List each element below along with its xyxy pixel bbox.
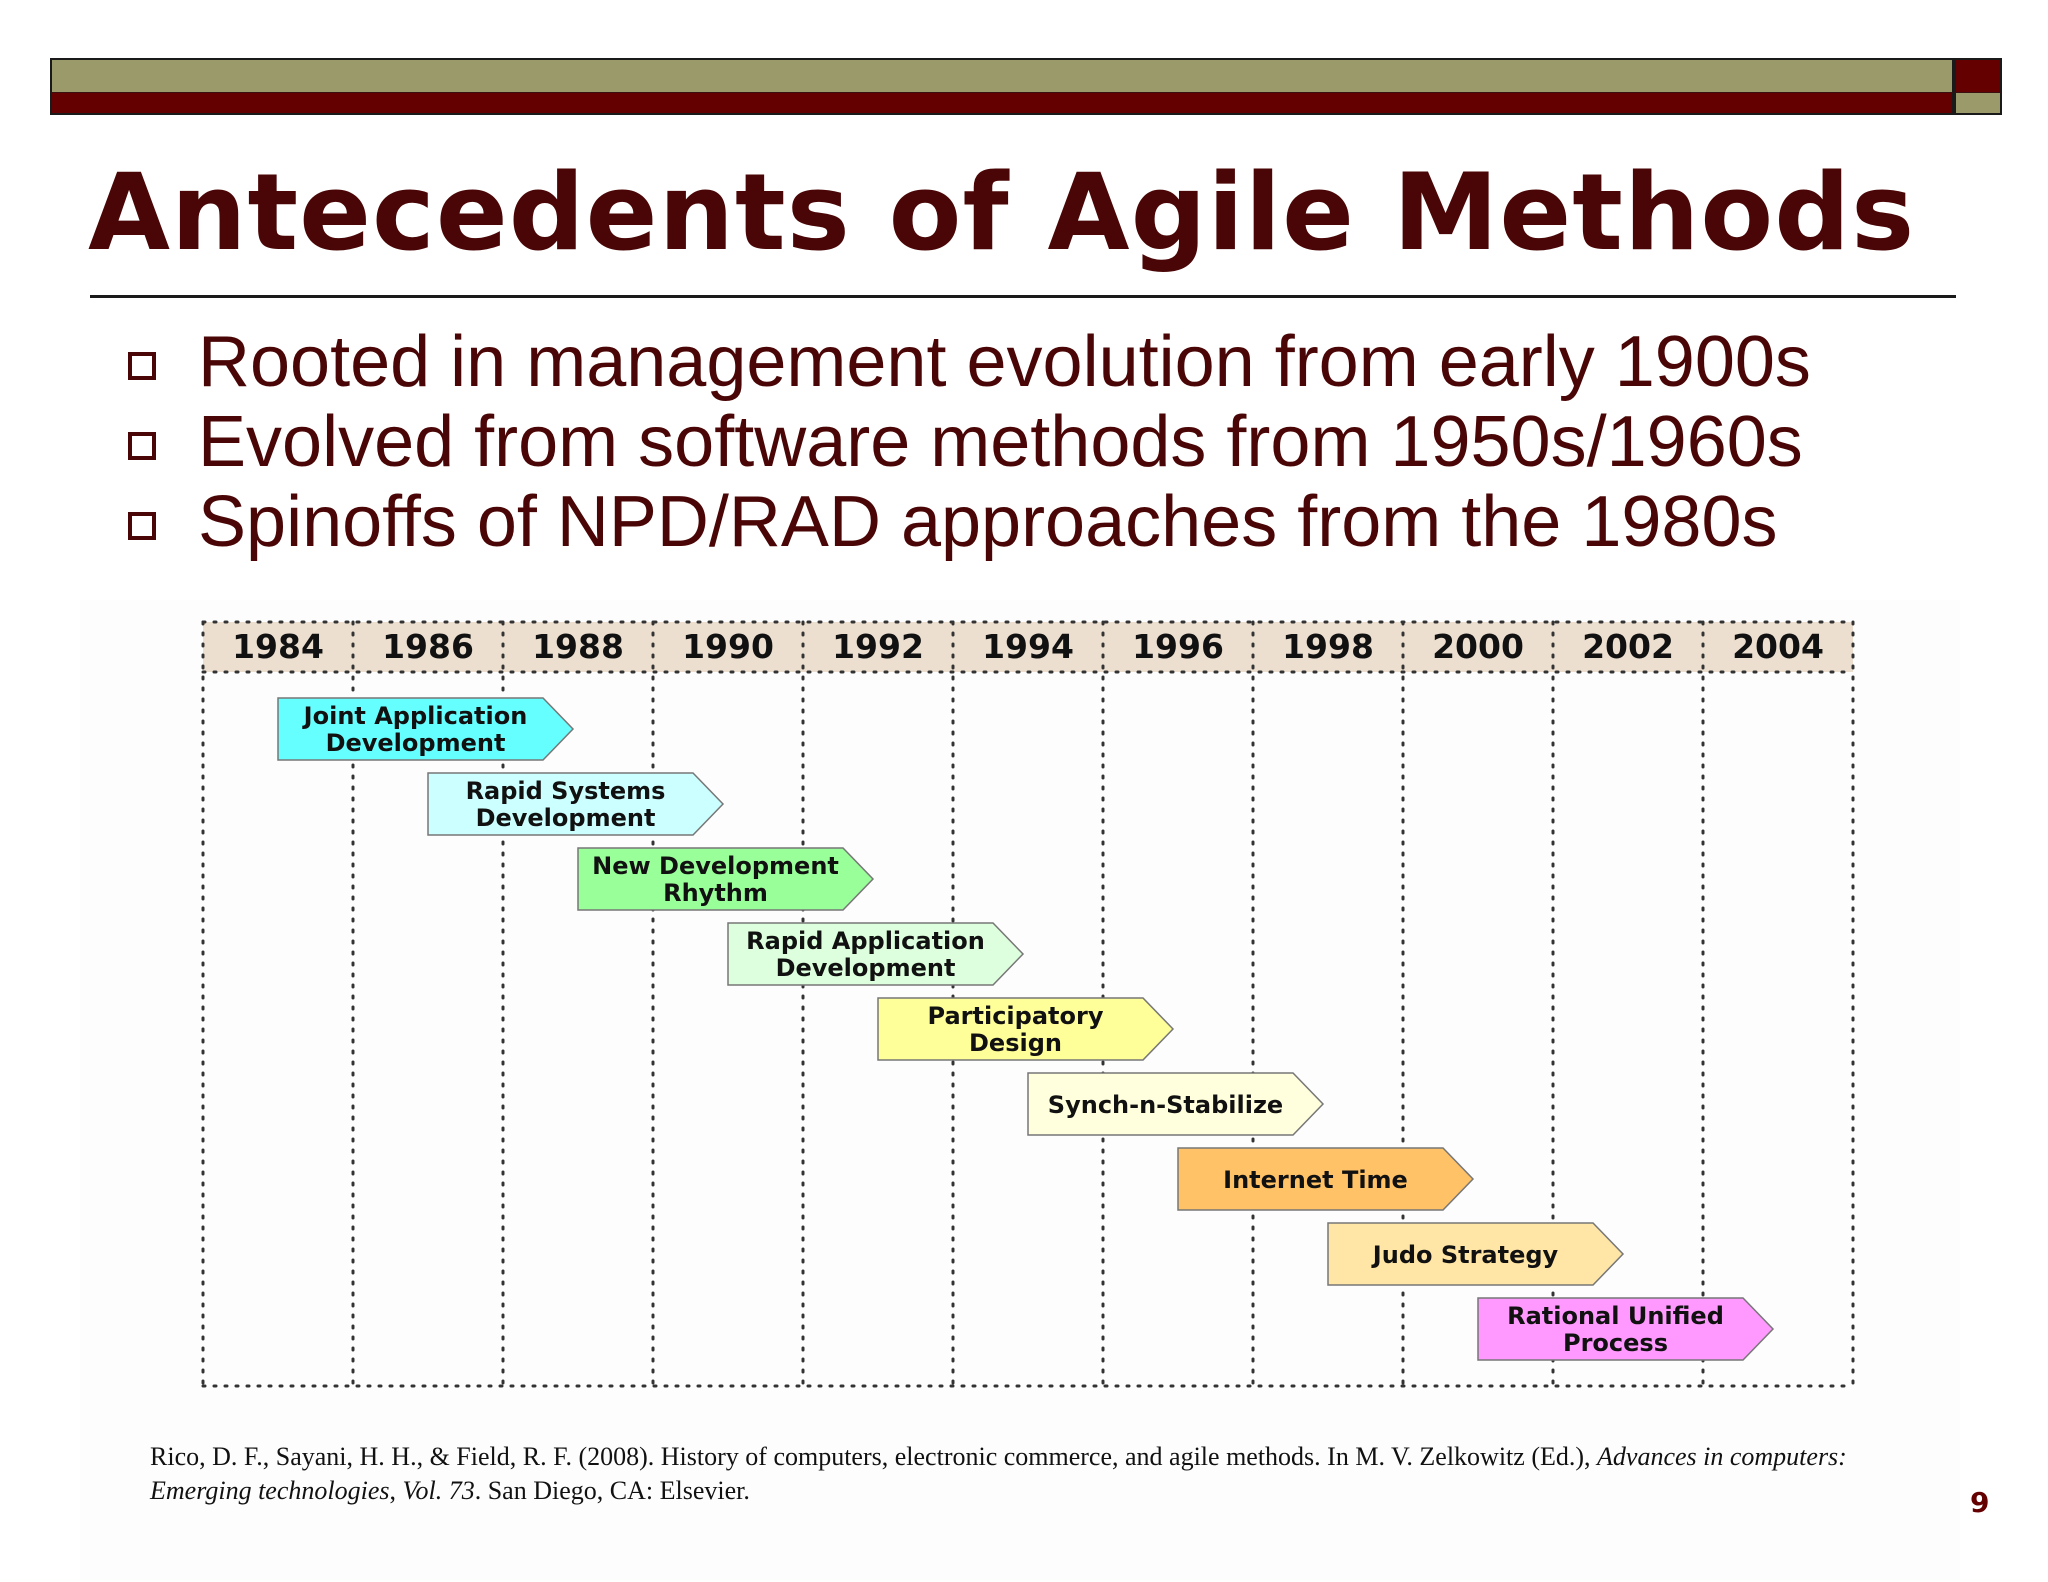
method-arrow xyxy=(727,922,1025,986)
method-label: Development xyxy=(326,729,506,757)
header-band-maroon xyxy=(50,92,1954,115)
citation-authors: Rico, D. F., Sayani, H. H., & Field, R. … xyxy=(150,1442,1598,1471)
bullet-item: Rooted in management evolution from earl… xyxy=(128,322,1811,402)
year-label: 2002 xyxy=(1582,627,1674,666)
method-label: Judo Strategy xyxy=(1371,1241,1559,1269)
method-label: Internet Time xyxy=(1223,1166,1408,1194)
method-label: Development xyxy=(476,804,656,832)
method-label: Joint Application xyxy=(302,702,528,730)
page-number: 9 xyxy=(1970,1486,1990,1519)
year-label: 1992 xyxy=(832,627,924,666)
year-label: 1994 xyxy=(982,627,1074,666)
timeline-background xyxy=(80,600,1960,1580)
header-corner-maroon xyxy=(1954,58,2002,94)
bullet-item: Evolved from software methods from 1950s… xyxy=(128,402,1811,482)
citation-book-title: Advances in computers: Emerging technolo… xyxy=(150,1442,1847,1505)
method-arrow xyxy=(877,997,1175,1061)
bullet-text: Evolved from software methods from 1950s… xyxy=(198,402,1803,482)
square-bullet-icon xyxy=(128,432,156,460)
method-label: Process xyxy=(1563,1329,1668,1357)
citation-separator: , xyxy=(389,1476,403,1505)
slide-title: Antecedents of Agile Methods xyxy=(88,151,1916,274)
year-label: 1998 xyxy=(1282,627,1374,666)
year-label: 1986 xyxy=(382,627,474,666)
method-arrow xyxy=(1327,1222,1625,1286)
year-header-band xyxy=(203,622,1853,672)
year-label: 2000 xyxy=(1432,627,1524,666)
method-arrow xyxy=(1177,1147,1475,1211)
method-arrow xyxy=(577,847,875,911)
method-label: Rapid Systems xyxy=(466,777,666,805)
header-band-olive xyxy=(50,58,1954,94)
bullet-list: Rooted in management evolution from earl… xyxy=(128,322,1811,562)
method-label: Rhythm xyxy=(663,879,768,907)
citation-volume: Vol. 73 xyxy=(402,1476,475,1505)
method-label: Synch-n-Stabilize xyxy=(1048,1091,1283,1119)
year-label: 1990 xyxy=(682,627,774,666)
method-arrow xyxy=(1027,1072,1325,1136)
header-corner-olive xyxy=(1954,92,2002,115)
method-arrow xyxy=(277,697,575,761)
bullet-text: Rooted in management evolution from earl… xyxy=(198,322,1811,402)
square-bullet-icon xyxy=(128,352,156,380)
year-label: 1984 xyxy=(232,627,324,666)
method-label: Participatory xyxy=(928,1002,1104,1030)
method-label: New Development xyxy=(592,852,839,880)
bullet-item: Spinoffs of NPD/RAD approaches from the … xyxy=(128,482,1811,562)
year-label: 1988 xyxy=(532,627,624,666)
method-label: Design xyxy=(969,1029,1062,1057)
title-underline xyxy=(90,295,1956,298)
year-label: 2004 xyxy=(1732,627,1824,666)
year-label: 1996 xyxy=(1132,627,1224,666)
bullet-text: Spinoffs of NPD/RAD approaches from the … xyxy=(198,482,1778,562)
method-arrow xyxy=(427,772,725,836)
method-label: Rapid Application xyxy=(746,927,985,955)
method-arrow xyxy=(1477,1297,1775,1361)
square-bullet-icon xyxy=(128,512,156,540)
method-label: Development xyxy=(776,954,956,982)
method-label: Rational Unified xyxy=(1507,1302,1724,1330)
citation-publisher: . San Diego, CA: Elsevier. xyxy=(474,1476,750,1505)
citation: Rico, D. F., Sayani, H. H., & Field, R. … xyxy=(150,1440,1910,1508)
